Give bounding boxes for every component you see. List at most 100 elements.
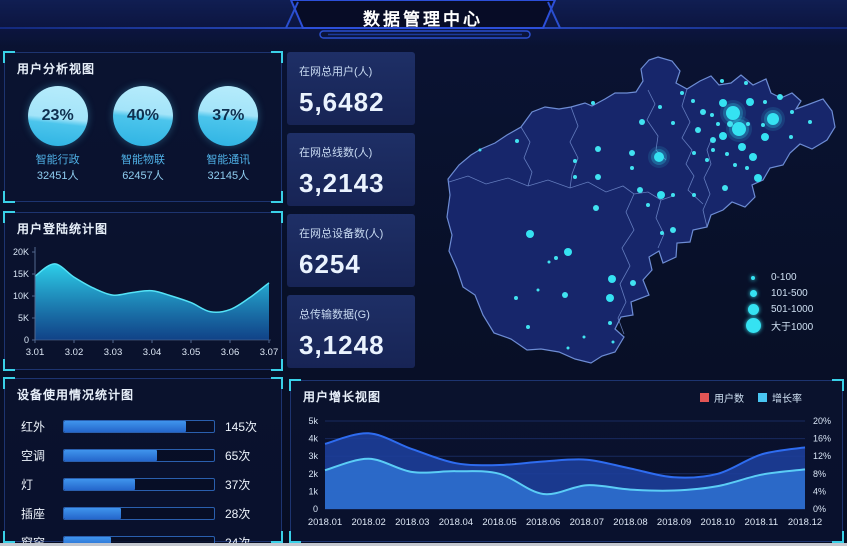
gauge-count: 32451人 xyxy=(36,170,79,182)
bar-value-label: 37次 xyxy=(225,478,251,492)
svg-text:12%: 12% xyxy=(813,451,831,461)
legend-item-用户数[interactable]: 用户数 xyxy=(700,390,744,405)
corner-bracket xyxy=(3,359,15,371)
gauge-count: 62457人 xyxy=(122,170,164,182)
panel-login-stats: 用户登陆统计图 0 5K 10K 15K 20K 3.01 3.02 3.03 3.04 3.05… xyxy=(3,211,283,371)
bar-category-label: 窗帘 xyxy=(21,536,46,546)
svg-text:2018.06: 2018.06 xyxy=(526,517,560,528)
svg-text:4%: 4% xyxy=(813,486,826,496)
growth-chart-legend: 用户数 增长率 xyxy=(700,390,802,405)
map-legend-dot xyxy=(749,290,757,297)
map-legend-label: 0-100 xyxy=(771,272,797,283)
map-legend-item: 101-500 xyxy=(745,286,813,301)
svg-text:20%: 20% xyxy=(813,416,831,426)
legend-label: 用户数 xyxy=(714,394,744,405)
gauge-percent: 40% xyxy=(126,107,159,124)
svg-text:2018.03: 2018.03 xyxy=(395,517,429,528)
map-container: 0-100 101-500 501-1000 大于1000 xyxy=(420,42,847,380)
svg-text:20K: 20K xyxy=(13,247,29,257)
svg-text:3.01: 3.01 xyxy=(26,347,45,358)
corner-bracket xyxy=(3,377,15,389)
bar-value-label: 24次 xyxy=(225,536,251,546)
stat-value: 3,2143 xyxy=(299,168,385,198)
panel-title: 用户增长视图 xyxy=(303,390,382,404)
stat-value: 6254 xyxy=(299,249,361,279)
bar-track xyxy=(63,420,215,433)
bar-track xyxy=(63,449,215,462)
gauge: 23% 智能行政 32451人 xyxy=(18,86,98,183)
map-legend-label: 501-1000 xyxy=(771,304,814,315)
corner-bracket xyxy=(3,191,15,203)
svg-text:2018.04: 2018.04 xyxy=(439,517,473,528)
bar-category-label: 空调 xyxy=(21,449,46,463)
gauge-percent: 23% xyxy=(41,107,74,124)
svg-text:3.03: 3.03 xyxy=(104,347,123,358)
liquid-gauge-circle: 37% xyxy=(198,86,259,146)
svg-text:3k: 3k xyxy=(308,451,318,461)
device-bar-chart: 红外 145次空调 65次灯 37次插座 28次窗帘 24次 xyxy=(5,406,281,546)
svg-text:10K: 10K xyxy=(13,291,29,301)
stat-cards: 在网总用户(人) 5,6482 在网总线数(人) 3,2143 在网总设备数(人) 625… xyxy=(287,52,415,376)
header-bar: 数据管理中心 xyxy=(0,0,847,46)
stat-card: 在网总用户(人) 5,6482 xyxy=(287,52,415,125)
page-title: 数据管理中心 xyxy=(363,10,483,29)
panel-title: 用户分析视图 xyxy=(17,62,96,76)
corner-bracket xyxy=(3,51,15,63)
corner-bracket xyxy=(3,211,15,223)
corner-bracket xyxy=(271,51,283,63)
panel-title: 用户登陆统计图 xyxy=(17,222,109,236)
stat-label: 在网总线数(人) xyxy=(299,147,373,159)
login-area-chart: 0 5K 10K 15K 20K 3.01 3.02 3.03 3.04 3.05 3.06 3.07 xyxy=(13,247,278,358)
svg-text:5k: 5k xyxy=(308,416,318,426)
svg-text:16%: 16% xyxy=(813,434,831,444)
growth-area-chart: 0 1k 2k 3k 4k 5k 0% 4% 8% 12% 16% 20% 2018.01 2018.02… xyxy=(308,416,831,528)
bar-row: 插座 28次 xyxy=(21,505,265,522)
svg-text:2018.08: 2018.08 xyxy=(613,517,647,528)
corner-bracket xyxy=(832,531,844,543)
svg-text:2018.05: 2018.05 xyxy=(482,517,516,528)
legend-swatch xyxy=(700,393,709,402)
corner-bracket xyxy=(271,359,283,371)
gauge: 37% 智能通讯 32145人 xyxy=(188,86,268,183)
legend-item-增长率[interactable]: 增长率 xyxy=(758,390,802,405)
bar-row: 红外 145次 xyxy=(21,418,265,435)
bar-category-label: 红外 xyxy=(21,420,46,434)
stat-card: 在网总线数(人) 3,2143 xyxy=(287,133,415,206)
map-scatter-dots xyxy=(478,79,812,350)
bar-fill xyxy=(64,450,157,461)
bar-value-label: 65次 xyxy=(225,449,251,463)
legend-swatch xyxy=(758,393,767,402)
screen-bottom-edge xyxy=(0,543,847,546)
bar-track xyxy=(63,507,215,520)
map-legend-item: 大于1000 xyxy=(745,318,813,333)
svg-text:0%: 0% xyxy=(813,504,826,514)
map-legend-dot xyxy=(751,275,755,280)
stat-label: 在网总设备数(人) xyxy=(299,228,384,240)
svg-text:0: 0 xyxy=(24,335,29,345)
svg-text:2018.02: 2018.02 xyxy=(351,517,385,528)
svg-text:0: 0 xyxy=(313,504,318,514)
svg-text:1k: 1k xyxy=(308,486,318,496)
gauge-name: 智能行政 xyxy=(35,154,80,166)
svg-text:2k: 2k xyxy=(308,469,318,479)
bar-track xyxy=(63,536,215,546)
map-legend-item: 501-1000 xyxy=(745,302,813,317)
svg-text:5K: 5K xyxy=(18,313,29,323)
svg-text:2018.01: 2018.01 xyxy=(308,517,342,528)
svg-text:3.06: 3.06 xyxy=(221,347,240,358)
svg-text:2018.09: 2018.09 xyxy=(657,517,691,528)
corner-bracket xyxy=(271,377,283,389)
svg-text:2018.11: 2018.11 xyxy=(745,517,779,528)
bar-value-label: 145次 xyxy=(225,420,258,434)
map-legend-label: 大于1000 xyxy=(771,322,814,333)
panel-title: 设备使用情况统计图 xyxy=(17,388,135,402)
bar-category-label: 灯 xyxy=(21,478,34,492)
svg-text:4k: 4k xyxy=(308,434,318,444)
title-banner xyxy=(285,0,561,39)
liquid-gauge-circle: 23% xyxy=(27,86,88,146)
stat-value: 5,6482 xyxy=(299,87,385,117)
corner-bracket xyxy=(271,211,283,223)
panel-user-growth: 用户增长视图 用户数 增长率 0 1k 2k 3k 4k 5k 0% 4% 8% 12% 16% 20%… xyxy=(289,379,844,543)
bar-fill xyxy=(64,479,135,490)
